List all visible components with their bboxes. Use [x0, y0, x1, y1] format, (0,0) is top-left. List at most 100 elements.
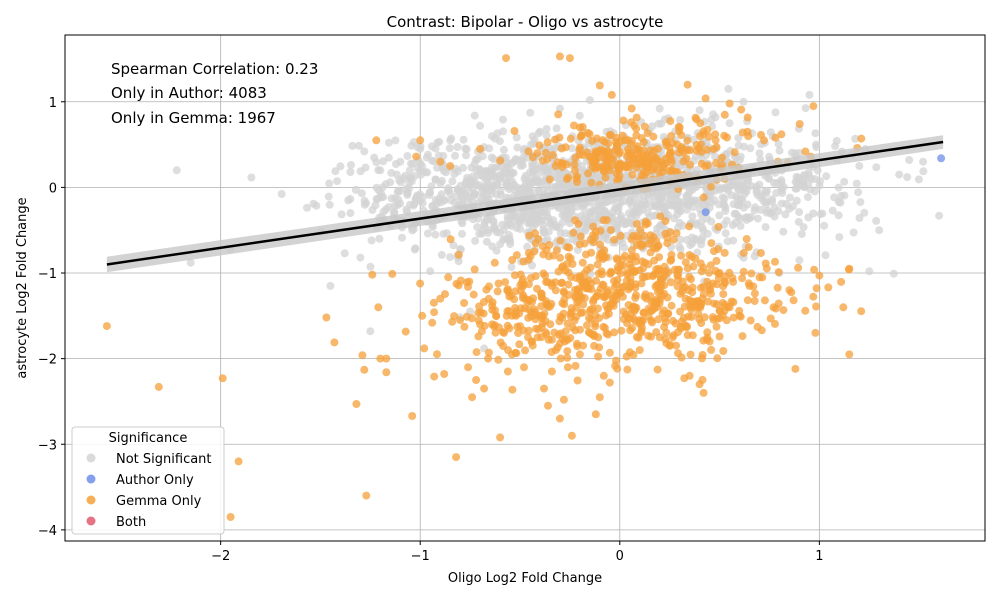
point-gemma-only — [712, 158, 721, 167]
point-not-significant — [693, 248, 702, 257]
point-gemma-only — [587, 178, 596, 187]
point-not-significant — [451, 198, 459, 207]
point-not-significant — [416, 196, 424, 205]
point-gemma-only — [503, 367, 512, 376]
annotation-spearman: Spearman Correlation: 0.23 — [111, 60, 318, 78]
point-gemma-only — [572, 273, 580, 282]
point-not-significant — [347, 161, 355, 169]
point-gemma-only — [582, 250, 590, 259]
point-gemma-only — [707, 345, 716, 354]
point-gemma-only — [628, 324, 636, 333]
point-not-significant — [543, 212, 552, 221]
point-gemma-only — [573, 342, 582, 351]
point-not-significant — [768, 195, 776, 204]
point-not-significant — [481, 182, 490, 191]
point-gemma-only — [516, 281, 525, 290]
point-gemma-only — [418, 311, 427, 320]
point-gemma-only — [771, 133, 780, 142]
point-gemma-only — [507, 291, 516, 300]
point-not-significant — [603, 197, 612, 206]
point-gemma-only — [533, 284, 541, 293]
point-not-significant — [488, 242, 497, 251]
point-gemma-only — [575, 150, 584, 159]
point-gemma-only — [575, 240, 584, 249]
point-gemma-only — [352, 400, 361, 408]
point-not-significant — [433, 163, 442, 172]
point-gemma-only — [226, 513, 235, 521]
point-gemma-only — [633, 142, 642, 151]
point-gemma-only — [571, 166, 579, 175]
point-not-significant — [621, 220, 630, 229]
point-gemma-only — [563, 353, 572, 362]
point-not-significant — [372, 183, 381, 192]
point-not-significant — [673, 201, 682, 210]
point-not-significant — [595, 199, 604, 208]
point-gemma-only — [584, 169, 593, 178]
point-not-significant — [725, 119, 734, 128]
point-gemma-only — [612, 133, 621, 142]
point-gemma-only — [699, 193, 708, 202]
point-gemma-only — [536, 311, 544, 320]
point-gemma-only — [718, 153, 726, 162]
point-gemma-only — [592, 148, 601, 157]
point-not-significant — [346, 168, 355, 176]
point-gemma-only — [707, 182, 715, 191]
point-not-significant — [394, 195, 403, 204]
x-tick-label: −2 — [211, 549, 230, 564]
point-gemma-only — [712, 322, 721, 331]
point-not-significant — [356, 253, 365, 262]
point-gemma-only — [638, 257, 647, 266]
point-not-significant — [518, 154, 527, 163]
point-not-significant — [431, 196, 440, 204]
point-not-significant — [775, 146, 784, 155]
point-not-significant — [362, 199, 371, 208]
x-tick-label: −1 — [411, 549, 430, 564]
point-not-significant — [648, 122, 657, 131]
point-gemma-only — [468, 393, 477, 402]
legend-marker-author-only — [86, 474, 96, 484]
point-not-significant — [366, 327, 375, 336]
point-gemma-only — [594, 352, 603, 361]
point-not-significant — [482, 237, 491, 246]
point-gemma-only — [743, 127, 752, 136]
point-gemma-only — [430, 308, 439, 317]
point-not-significant — [498, 220, 507, 229]
point-gemma-only — [605, 348, 614, 357]
point-gemma-only — [663, 310, 672, 318]
point-gemma-only — [614, 175, 623, 184]
point-gemma-only — [511, 304, 520, 312]
point-not-significant — [895, 170, 904, 179]
point-not-significant — [695, 106, 704, 115]
point-not-significant — [360, 147, 369, 156]
point-gemma-only — [551, 286, 560, 295]
point-gemma-only — [593, 260, 602, 269]
point-gemma-only — [619, 261, 628, 270]
point-gemma-only — [857, 307, 866, 316]
point-gemma-only — [605, 131, 614, 140]
point-not-significant — [503, 182, 512, 191]
point-gemma-only — [745, 281, 754, 290]
point-not-significant — [525, 168, 534, 177]
y-tick-label: −3 — [38, 438, 57, 453]
point-not-significant — [458, 229, 466, 238]
point-gemma-only — [661, 217, 670, 226]
point-gemma-only — [612, 140, 621, 149]
point-not-significant — [499, 115, 507, 124]
point-not-significant — [786, 193, 794, 202]
point-gemma-only — [675, 123, 684, 132]
point-gemma-only — [520, 363, 528, 372]
point-gemma-only — [599, 281, 608, 290]
point-not-significant — [527, 140, 536, 149]
point-gemma-only — [544, 401, 552, 410]
point-gemma-only — [493, 287, 502, 296]
point-gemma-only — [627, 263, 636, 272]
point-gemma-only — [606, 226, 615, 234]
point-not-significant — [536, 127, 544, 136]
point-not-significant — [840, 177, 849, 186]
point-not-significant — [471, 236, 480, 245]
point-gemma-only — [102, 322, 111, 331]
point-gemma-only — [711, 136, 720, 145]
point-not-significant — [387, 194, 396, 203]
point-gemma-only — [779, 306, 788, 315]
point-gemma-only — [576, 232, 585, 241]
